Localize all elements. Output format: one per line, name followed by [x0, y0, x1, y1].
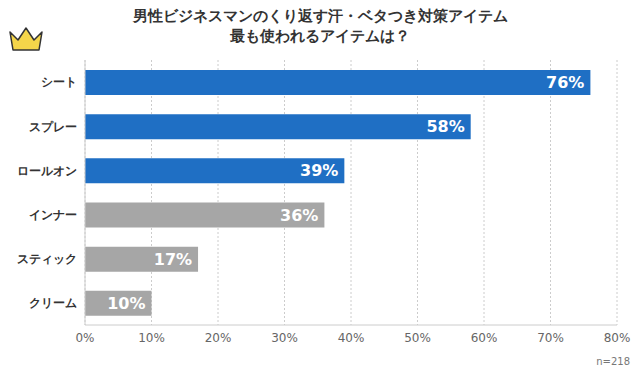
svg-text:39%: 39%: [300, 161, 338, 180]
svg-text:0%: 0%: [75, 331, 94, 345]
svg-text:70%: 70%: [537, 331, 564, 345]
svg-text:10%: 10%: [107, 294, 145, 313]
html-text:最も使われるアイテムは？: 最も使われるアイテムは？: [230, 27, 410, 45]
svg-text:10%: 10%: [138, 331, 165, 345]
svg-text:スティック: スティック: [17, 252, 77, 266]
html-text:n=218: n=218: [596, 356, 630, 367]
svg-text:30%: 30%: [271, 331, 298, 345]
svg-text:シート: シート: [41, 75, 77, 89]
html-text:男性ビジネスマンのくり返す汗・ベタつき対策アイテム: 男性ビジネスマンのくり返す汗・ベタつき対策アイテム: [132, 7, 508, 25]
svg-text:ロールオン: ロールオン: [17, 164, 77, 178]
svg-text:インナー: インナー: [29, 208, 77, 222]
svg-text:スプレー: スプレー: [29, 120, 77, 134]
svg-text:60%: 60%: [471, 331, 498, 345]
svg-text:50%: 50%: [404, 331, 431, 345]
svg-text:17%: 17%: [154, 250, 192, 269]
svg-text:80%: 80%: [604, 331, 631, 345]
svg-text:40%: 40%: [338, 331, 365, 345]
svg-text:58%: 58%: [426, 117, 464, 136]
svg-text:76%: 76%: [546, 73, 584, 92]
svg-text:クリーム: クリーム: [29, 296, 77, 310]
svg-text:36%: 36%: [280, 206, 318, 225]
svg-text:20%: 20%: [205, 331, 232, 345]
